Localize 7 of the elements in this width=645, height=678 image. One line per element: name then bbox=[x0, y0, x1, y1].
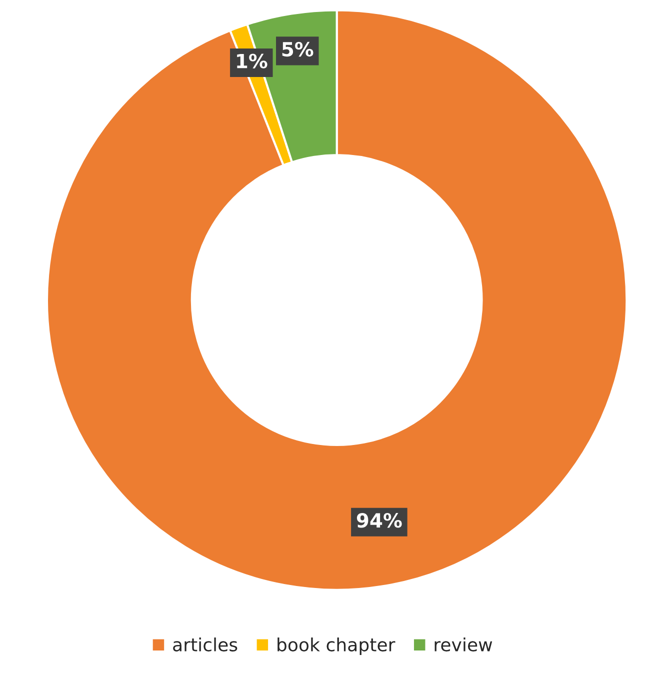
legend-label: articles bbox=[173, 637, 238, 652]
donut-slice bbox=[46, 9, 628, 591]
data-label: 5% bbox=[282, 42, 314, 57]
legend-label: review bbox=[434, 637, 492, 652]
data-label: 1% bbox=[237, 54, 268, 68]
legend-label: book chapter bbox=[278, 637, 396, 655]
data-label: 94% bbox=[356, 513, 402, 528]
